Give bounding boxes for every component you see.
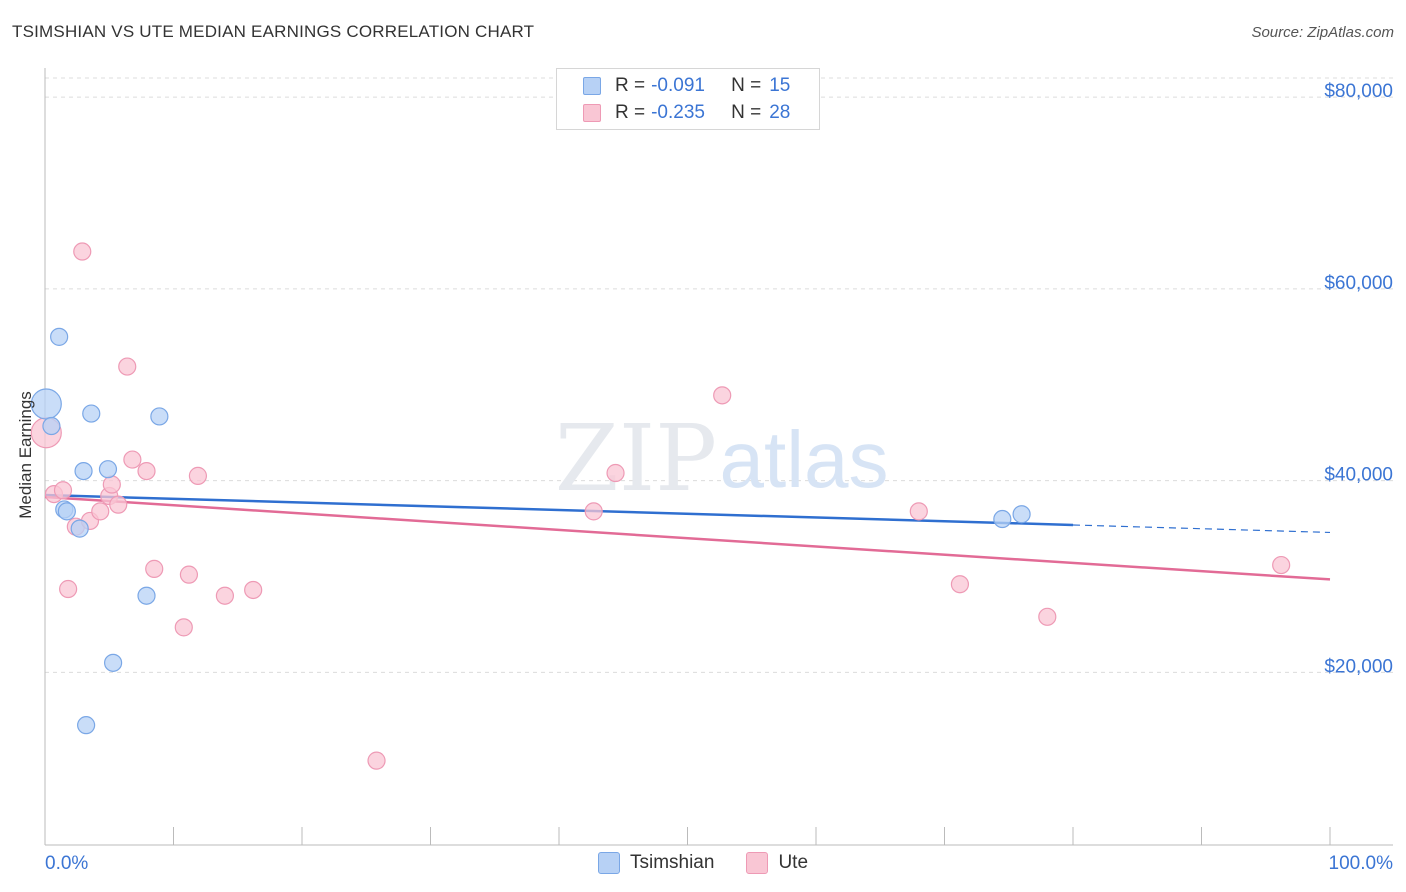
r-label: R = (615, 102, 646, 123)
watermark-zip: ZIP (555, 405, 717, 512)
ute-point (713, 386, 732, 405)
y-tick-labels: $20,000 $40,000 $60,000 $80,000 (1324, 81, 1393, 677)
ute-point (584, 502, 603, 521)
ute-point (137, 461, 156, 481)
trend-lines (44, 493, 1331, 581)
n-value: 28 (769, 102, 791, 123)
y-axis-label: Median Earnings (16, 391, 35, 519)
ute-point (145, 559, 164, 578)
tsimshian-point (137, 586, 156, 605)
tsimshian-point (42, 416, 61, 436)
tsimshian-point (150, 407, 169, 426)
n-label: N = (731, 75, 762, 96)
source-label: Source: ZipAtlas.com (1251, 24, 1394, 41)
tsimshian-point (98, 460, 118, 479)
r-label: R = (615, 75, 646, 96)
r-value: -0.235 (651, 102, 705, 123)
legend-item-ute: Ute (746, 852, 808, 874)
tsimshian-point (57, 502, 76, 521)
data-points (30, 242, 1291, 770)
ute-point (118, 357, 137, 376)
legend-label-ute: Ute (778, 852, 809, 873)
r-value: -0.091 (651, 75, 705, 96)
legend-row-ute: R = -0.235 N = 28 (583, 100, 790, 126)
y-tick-label: $40,000 (1324, 465, 1393, 486)
ute-point (188, 466, 208, 485)
y-tick-label: $20,000 (1324, 656, 1393, 677)
x-tick-labels: 0.0% 100.0% (45, 853, 1393, 874)
ute-point (179, 565, 199, 584)
tsimshian-swatch (597, 852, 620, 874)
ute-swatch (746, 852, 769, 874)
ute-point (244, 580, 263, 600)
legend-row-tsimshian: R = -0.091 N = 15 (583, 73, 790, 99)
ute-point (123, 450, 142, 469)
ute-point (59, 579, 78, 599)
watermark-atlas: atlas (720, 415, 889, 504)
ute-point (53, 481, 73, 500)
x-tick-label-max: 100.0% (1329, 853, 1394, 874)
ute-swatch (583, 104, 601, 122)
tsimshian-point (82, 404, 101, 423)
chart-title: TSIMSHIAN VS UTE MEDIAN EARNINGS CORRELA… (12, 22, 535, 41)
ute-point (174, 618, 193, 637)
ute-point (215, 586, 234, 605)
watermark: ZIP atlas (555, 405, 889, 512)
legend-item-tsimshian: Tsimshian (597, 852, 715, 874)
n-value: 15 (769, 75, 791, 96)
tsimshian-trend-line (44, 493, 1074, 527)
ute-point (909, 502, 928, 521)
ute-point (950, 575, 970, 594)
axes (44, 68, 1393, 846)
tsimshian-point (1012, 505, 1031, 524)
tsimshian-trend-extension (1072, 524, 1331, 534)
x-tick-label-min: 0.0% (45, 853, 88, 874)
correlation-legend: R = -0.091 N = 15 R = -0.235 N = 28 (556, 68, 820, 130)
ute-point (606, 463, 625, 483)
ute-point (73, 242, 92, 261)
tsimshian-point (74, 461, 93, 481)
tsimshian-point (104, 653, 123, 672)
tsimshian-point (70, 519, 89, 538)
ute-point (1038, 607, 1057, 626)
tsimshian-swatch (583, 77, 601, 95)
series-legend: Tsimshian Ute (0, 852, 1406, 874)
tsimshian-point (77, 716, 96, 735)
ute-point (109, 495, 128, 514)
tsimshian-point (993, 509, 1012, 529)
n-label: N = (731, 102, 762, 123)
legend-label-tsimshian: Tsimshian (629, 852, 715, 873)
y-tick-label: $60,000 (1324, 273, 1393, 294)
ute-point (102, 475, 121, 494)
ute-point (91, 502, 110, 521)
ute-trend-line (44, 495, 1331, 581)
ute-point (1272, 555, 1291, 575)
tsimshian-point (50, 327, 69, 346)
ute-point (367, 751, 386, 770)
y-tick-label: $80,000 (1324, 81, 1393, 102)
